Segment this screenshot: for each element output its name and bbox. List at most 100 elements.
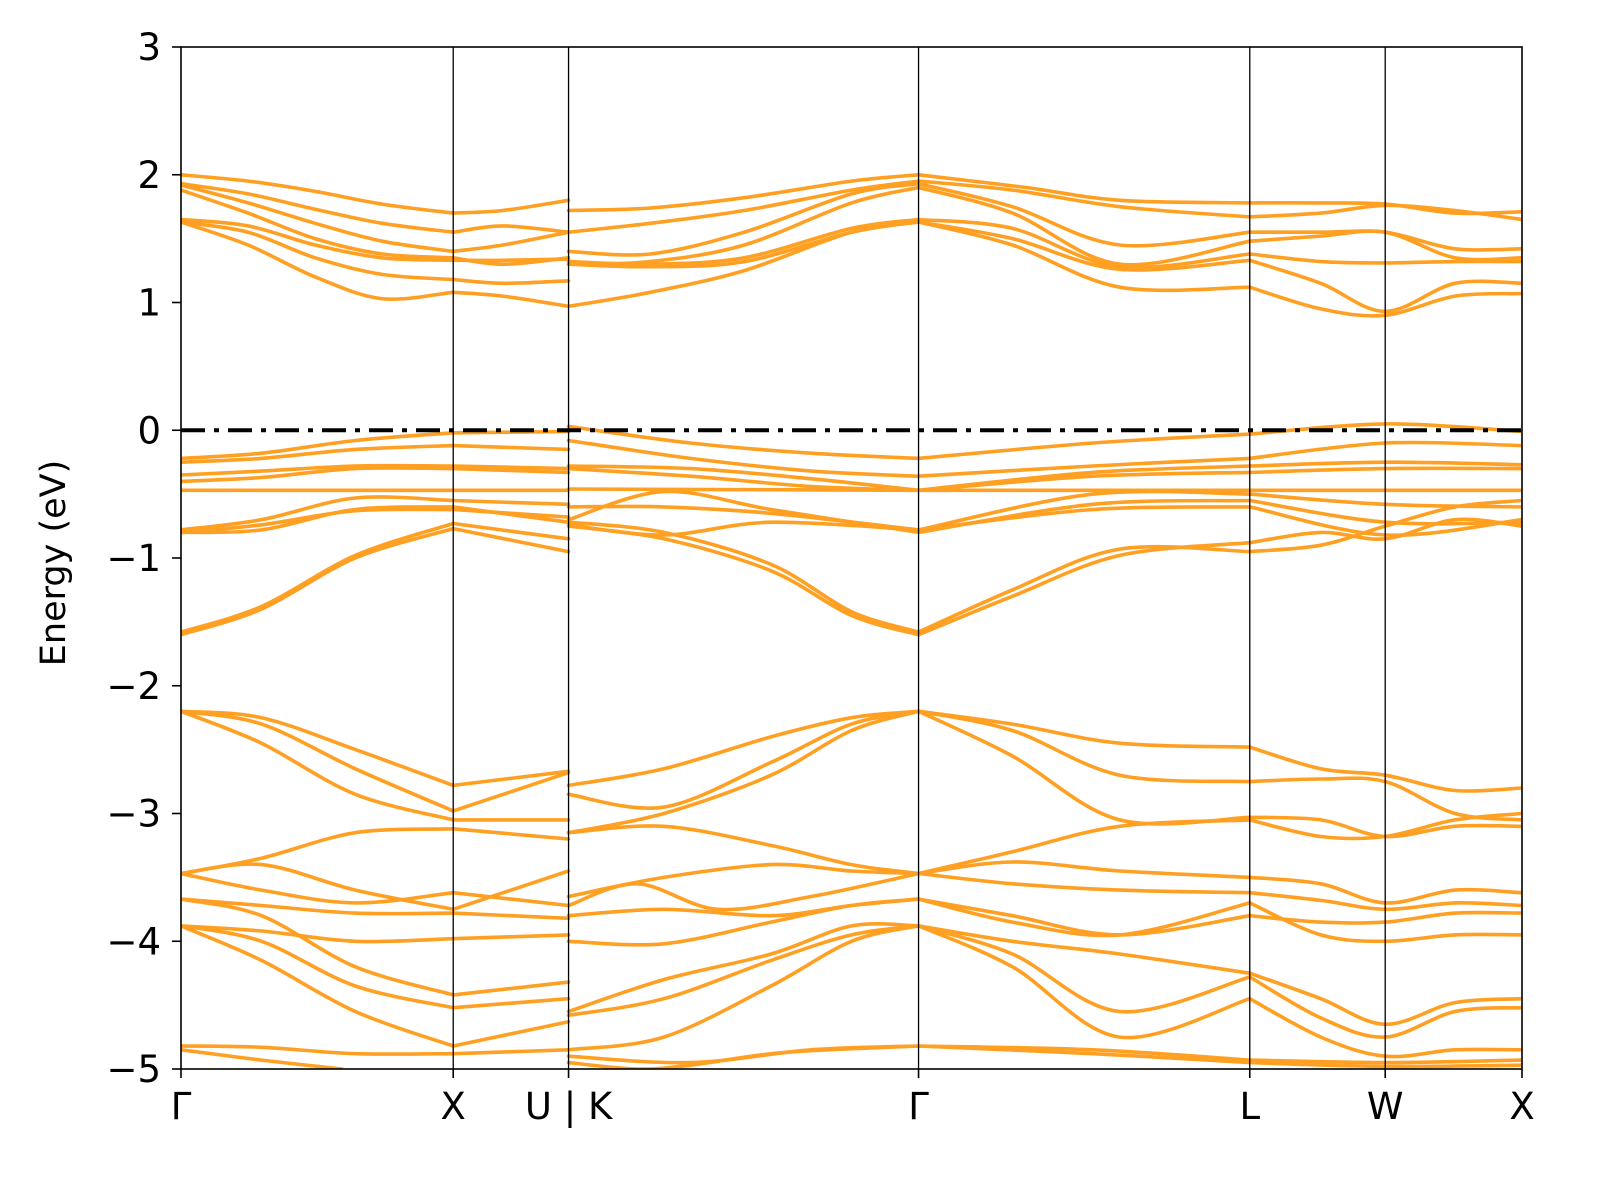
- band-line: [451, 521, 571, 541]
- band-line: [916, 924, 1252, 1040]
- kpoint-label: L: [1239, 1085, 1260, 1128]
- band-line: [181, 220, 455, 301]
- band-line: [181, 181, 455, 234]
- band-line: [181, 495, 455, 532]
- band-line: [566, 709, 921, 835]
- x-axis-ticks: Γ X U | K Γ L W X: [171, 1069, 1535, 1128]
- band-line: [566, 871, 921, 912]
- band-line: [451, 911, 571, 921]
- band-line: [451, 1048, 571, 1056]
- band-line: [916, 897, 1252, 938]
- band-line: [566, 709, 921, 788]
- band-line: [451, 980, 571, 997]
- band-line: [566, 217, 921, 267]
- band-line: [916, 1044, 1252, 1065]
- band-line: [451, 443, 571, 452]
- band-line: [916, 709, 1252, 749]
- band-line: [566, 220, 921, 309]
- band-line: [181, 526, 455, 637]
- y-tick-label: −4: [106, 920, 161, 963]
- band-line: [451, 769, 571, 788]
- band-line: [181, 173, 455, 215]
- band-line: [916, 489, 1252, 532]
- band-line: [451, 498, 571, 507]
- band-line: [181, 217, 455, 263]
- band-line: [916, 173, 1252, 205]
- band-line: [566, 487, 921, 493]
- band-line: [451, 996, 571, 1010]
- y-tick-label: −2: [106, 665, 161, 708]
- band-line: [181, 507, 455, 535]
- y-tick-label: −3: [106, 793, 161, 836]
- band-line: [181, 183, 455, 254]
- band-line: [451, 933, 571, 941]
- band-line: [916, 179, 1252, 219]
- band-line: [916, 217, 1252, 270]
- band-line: [181, 709, 455, 788]
- band-line: [916, 540, 1252, 637]
- kpoint-label: U | K: [525, 1085, 614, 1128]
- band-line: [916, 924, 1252, 1014]
- band-line: [916, 818, 1252, 876]
- band-line: [181, 505, 455, 535]
- band-line: [566, 179, 921, 234]
- y-tick-label: −1: [106, 537, 161, 580]
- band-line: [181, 521, 455, 634]
- band-line: [916, 505, 1252, 532]
- kpoint-label: Γ: [171, 1085, 192, 1128]
- kpoint-label: Γ: [908, 1085, 929, 1128]
- band-line: [566, 709, 921, 810]
- band-line: [181, 466, 455, 484]
- y-tick-label: 1: [137, 282, 161, 325]
- y-axis-ticks: 3 2 1 0 −1 −2 −3 −4 −5: [106, 26, 181, 1091]
- band-line: [916, 181, 1252, 248]
- band-line: [566, 524, 921, 637]
- band-line: [451, 526, 571, 554]
- band-line: [181, 188, 455, 260]
- band-line: [916, 871, 1252, 895]
- band-line: [451, 230, 571, 254]
- band-line: [566, 924, 921, 1018]
- band-line: [916, 860, 1252, 880]
- band-line: [181, 924, 455, 1010]
- band-line: [916, 220, 1252, 293]
- band-line: [566, 924, 921, 1052]
- band-line: [916, 185, 1252, 267]
- band-line: [451, 257, 571, 263]
- band-line: [181, 924, 455, 1048]
- kpoint-label: W: [1367, 1085, 1404, 1128]
- band-line: [566, 824, 921, 876]
- band-line: [916, 432, 1252, 461]
- band-line: [566, 173, 921, 213]
- kpoint-separators: [452, 47, 1386, 1069]
- band-line: [181, 443, 455, 464]
- band-line: [566, 922, 921, 1014]
- band-line: [181, 897, 455, 997]
- band-line: [916, 924, 1252, 975]
- band-line: [451, 770, 571, 813]
- band-line: [451, 505, 571, 524]
- band-line: [566, 438, 921, 478]
- band-line: [451, 464, 571, 471]
- y-tick-label: −5: [106, 1048, 161, 1091]
- band-line: [916, 220, 1252, 272]
- y-tick-label: 2: [137, 154, 161, 197]
- band-line: [181, 862, 455, 912]
- band-line: [181, 1044, 455, 1056]
- band-line: [451, 827, 571, 841]
- band-line: [181, 1048, 344, 1069]
- band-line: [566, 520, 921, 634]
- band-line: [181, 431, 455, 461]
- band-line: [181, 709, 455, 822]
- band-line: [916, 709, 1252, 784]
- band-line: [181, 897, 455, 916]
- band-line: [566, 489, 921, 535]
- band-line: [566, 424, 921, 461]
- band-line: [566, 181, 921, 257]
- band-line: [181, 463, 455, 477]
- kpoint-label: X: [441, 1085, 466, 1128]
- band-line: [451, 1019, 571, 1048]
- band-line: [916, 456, 1252, 478]
- band-line: [916, 897, 1252, 937]
